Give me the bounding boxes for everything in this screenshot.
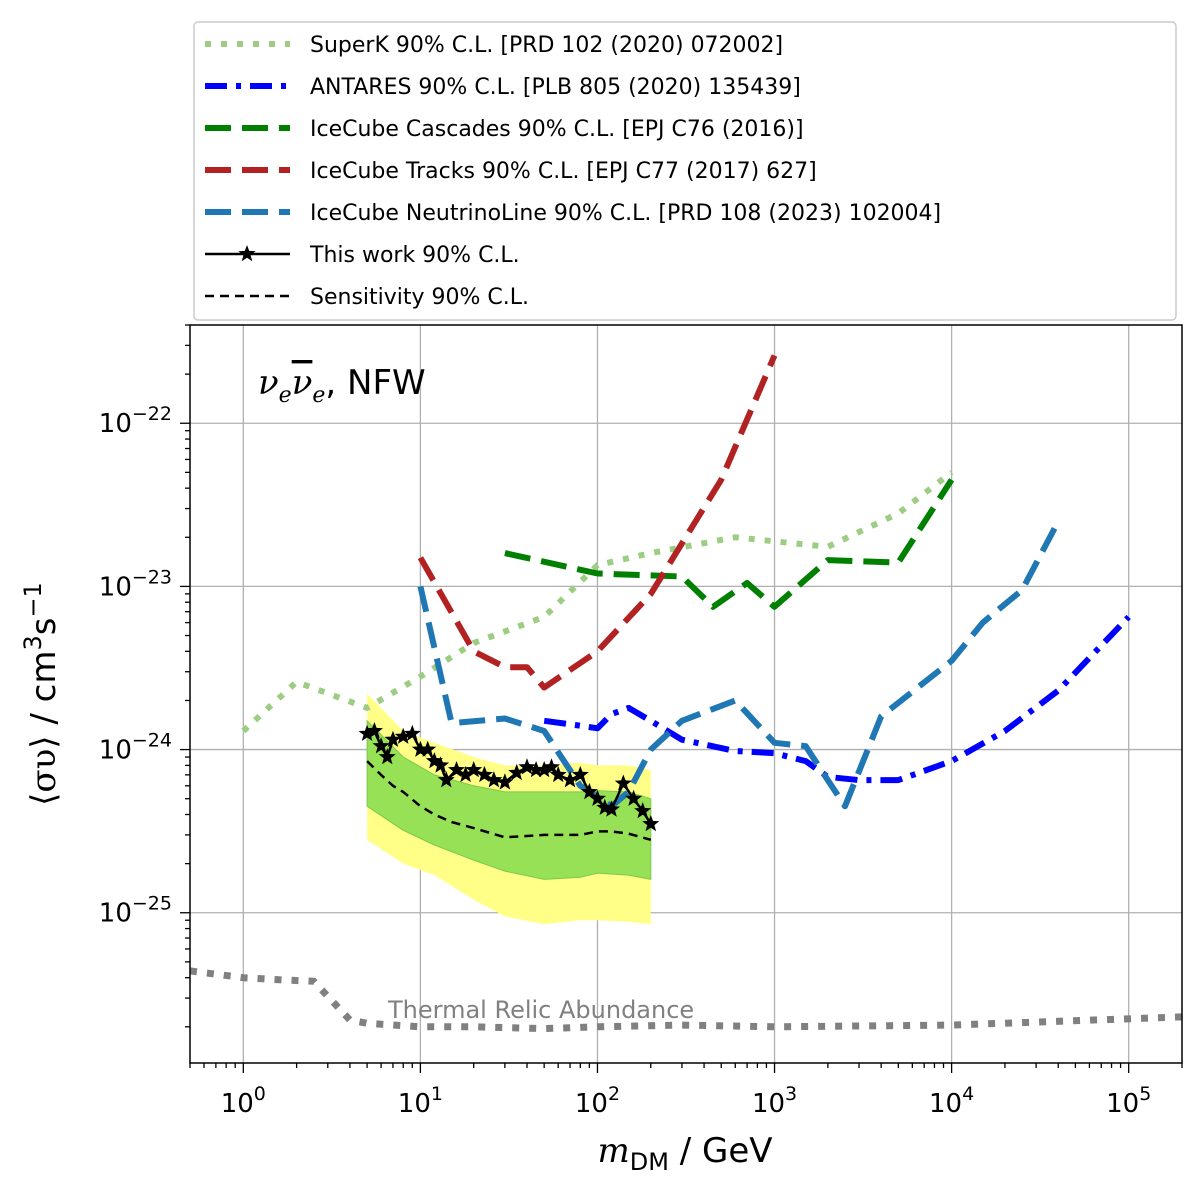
- data-point-5-30: [614, 774, 632, 791]
- data-point-5-14: [465, 761, 483, 778]
- data-point-5-19: [518, 758, 536, 775]
- legend-label-2: IceCube Cascades 90% C.L. [EPJ C76 (2016…: [310, 117, 804, 142]
- band-1: [366, 719, 652, 881]
- y-tick-label-2: 10−23: [99, 566, 172, 602]
- series-group: [189, 354, 1183, 1033]
- plot-background: [190, 325, 1182, 1063]
- grid: [190, 325, 1182, 1063]
- y-tick-label-0: 10−25: [99, 893, 172, 929]
- series-line-3: [417, 354, 778, 691]
- legend-frame: [193, 21, 1177, 321]
- data-point-5-17: [496, 773, 514, 790]
- series-line-0: [241, 470, 954, 734]
- data-point-5-1: [365, 722, 383, 739]
- data-point-5-0: [358, 724, 376, 741]
- legend-marker-5: [238, 245, 256, 262]
- data-point-5-27: [588, 789, 606, 806]
- data-point-5-5: [394, 727, 412, 744]
- x-tick-label-3: 103: [752, 1083, 797, 1119]
- bands: [366, 693, 652, 925]
- annotation-label: νeνe, NFW: [258, 363, 426, 408]
- data-point-5-25: [571, 765, 589, 783]
- plot-area: [180, 324, 1183, 1073]
- plot-frame: [189, 324, 1183, 1064]
- data-point-5-26: [580, 782, 598, 800]
- data-point-5-4: [384, 730, 402, 747]
- data-point-5-15: [475, 765, 493, 783]
- legend-label-5: This work 90% C.L.: [309, 243, 520, 268]
- y-tick-label-1: 10−24: [99, 730, 172, 766]
- y-tick-label-3: 10−22: [99, 403, 172, 439]
- data-point-5-8: [419, 740, 437, 757]
- series-line-2: [504, 478, 955, 610]
- legend-label-0: SuperK 90% C.L. [PRD 102 (2020) 072002]: [310, 33, 783, 58]
- x-tick-label-2: 102: [575, 1083, 620, 1119]
- data-point-5-21: [535, 761, 553, 778]
- series-line-4: [417, 520, 1061, 810]
- data-point-5-18: [508, 763, 526, 781]
- series-line-1: [543, 614, 1131, 784]
- data-point-5-9: [425, 752, 443, 769]
- x-axis-label: mDM / GeV: [597, 1131, 772, 1176]
- legend-label-3: IceCube Tracks 90% C.L. [EPJ C77 (2017) …: [310, 159, 817, 184]
- x-tick-label-5: 105: [1106, 1083, 1151, 1119]
- y-tick-labels: 10−25 10−24 10−23 10−22: [99, 403, 172, 929]
- data-point-5-20: [527, 761, 545, 778]
- data-point-5-23: [549, 765, 567, 783]
- data-point-5-32: [634, 802, 652, 819]
- thermal-relic-label: Thermal Relic Abundance: [387, 996, 694, 1024]
- data-point-5-16: [485, 771, 503, 788]
- legend: SuperK 90% C.L. [PRD 102 (2020) 072002] A…: [193, 21, 1177, 321]
- data-point-5-33: [642, 815, 660, 832]
- series-line-6: [366, 760, 652, 842]
- series-line-7: [189, 967, 1183, 1033]
- data-point-5-2: [372, 737, 390, 754]
- legend-label-1: ANTARES 90% C.L. [PLB 805 (2020) 135439]: [310, 75, 801, 100]
- x-tick-label-4: 104: [929, 1083, 974, 1119]
- minor-ticks: [180, 324, 1183, 1073]
- legend-label-6: Sensitivity 90% C.L.: [310, 285, 529, 310]
- legend-label-4: IceCube NeutrinoLine 90% C.L. [PRD 108 (…: [310, 201, 941, 226]
- data-point-5-24: [561, 771, 579, 788]
- data-point-5-10: [432, 756, 450, 773]
- x-tick-label-0: 100: [221, 1083, 266, 1119]
- data-point-5-11: [437, 771, 455, 788]
- x-tick-labels: 100 101 102 103 104 105: [221, 1083, 1152, 1119]
- x-tick-label-1: 101: [398, 1083, 443, 1119]
- data-point-5-13: [457, 765, 475, 783]
- data-point-5-6: [403, 724, 421, 741]
- data-point-5-7: [411, 740, 429, 757]
- data-point-5-29: [602, 800, 620, 817]
- data-point-5-31: [625, 789, 643, 806]
- y-axis-label: ⟨συ⟩ / cm3s−1: [19, 582, 64, 806]
- data-point-5-12: [448, 761, 466, 778]
- data-point-5-3: [378, 748, 396, 765]
- data-point-5-22: [542, 758, 560, 775]
